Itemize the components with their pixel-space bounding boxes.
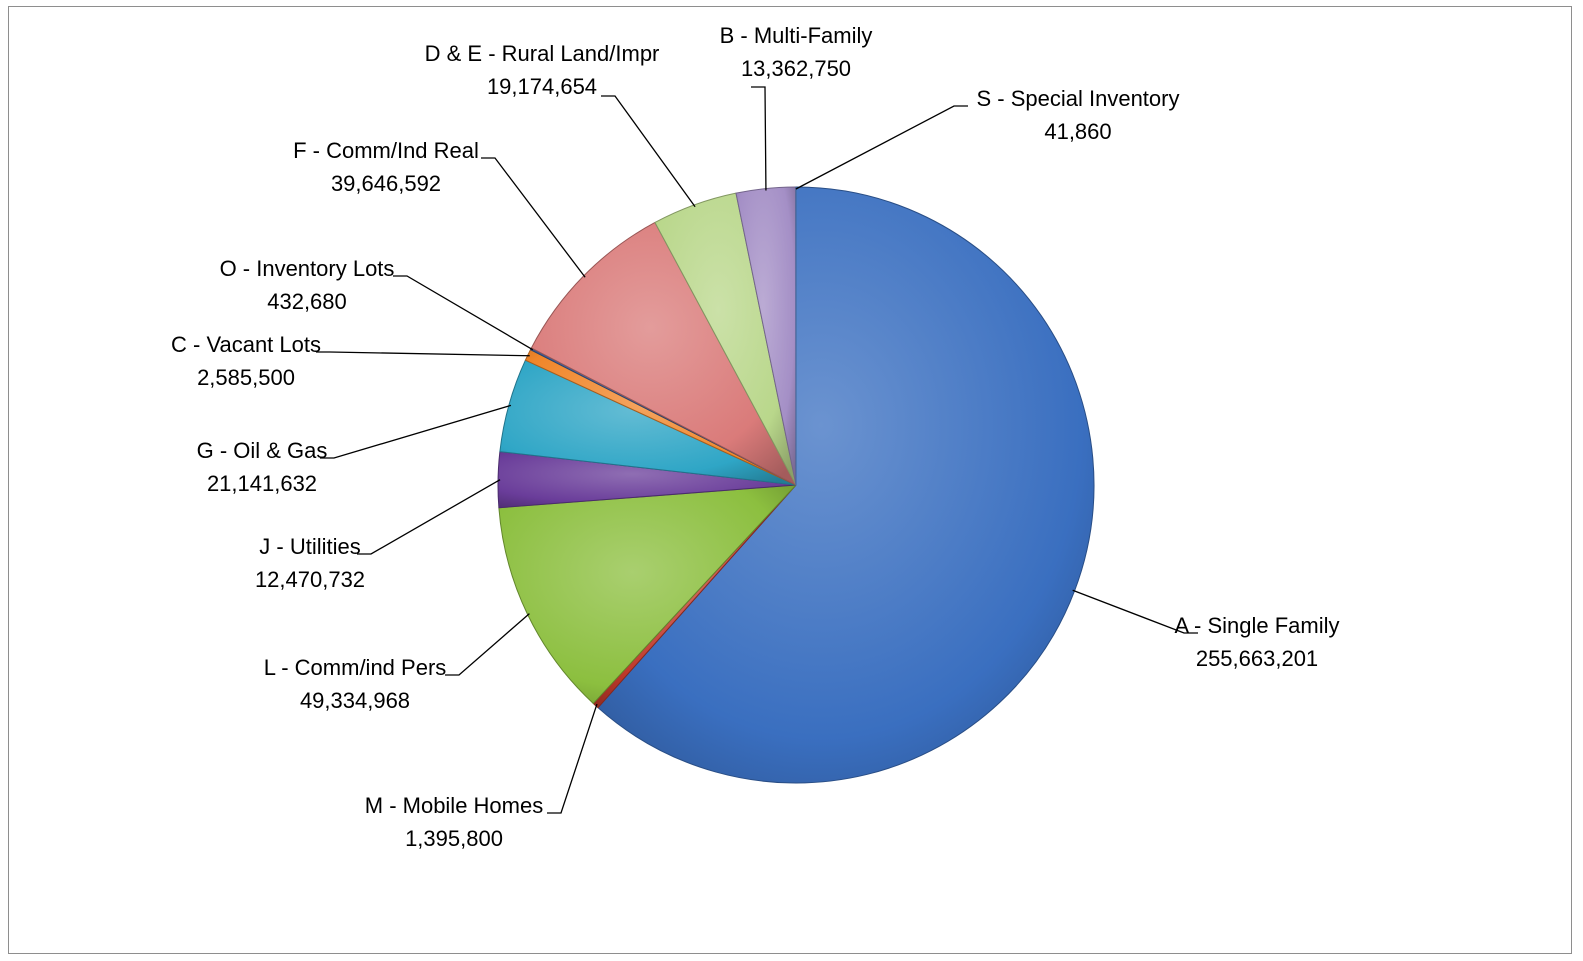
slice-value-label: 2,585,500 — [197, 365, 295, 390]
slice-category-label: L - Comm/ind Pers — [264, 655, 447, 680]
slice-category-label: G - Oil & Gas — [197, 438, 328, 463]
slice-category-label: S - Special Inventory — [977, 86, 1180, 111]
slice-category-label: A - Single Family — [1174, 613, 1339, 638]
slice-value-label: 13,362,750 — [741, 56, 851, 81]
leader-line-l-comm-ind-pers — [445, 613, 530, 676]
leader-line-a-single-family — [1072, 589, 1198, 634]
chart-frame: A - Single Family 255,663,201 M - Mobile H… — [8, 6, 1572, 954]
leader-line-j-utilities — [357, 479, 501, 555]
slice-labels: A - Single Family 255,663,201 M - Mobile H… — [171, 23, 1340, 851]
slice-value-label: 41,860 — [1044, 119, 1111, 144]
slice-value-label: 21,141,632 — [207, 471, 317, 496]
slice-category-label: C - Vacant Lots — [171, 332, 321, 357]
slice-category-label: J - Utilities — [259, 534, 360, 559]
slice-category-label: O - Inventory Lots — [220, 256, 395, 281]
leader-line-f-comm-ind-real — [481, 157, 586, 278]
slice-category-label: D & E - Rural Land/Impr — [425, 41, 660, 66]
pie-chart: A - Single Family 255,663,201 M - Mobile H… — [171, 23, 1340, 851]
slice-category-label: B - Multi-Family — [720, 23, 873, 48]
slice-value-label: 39,646,592 — [331, 171, 441, 196]
slice-category-label: F - Comm/Ind Real — [293, 138, 479, 163]
slice-value-label: 1,395,800 — [405, 826, 503, 851]
leader-line-c-vacant-lots — [316, 351, 530, 357]
leader-line-o-inventory-lots — [393, 275, 534, 351]
slice-value-label: 49,334,968 — [300, 688, 410, 713]
leader-lines — [316, 86, 1198, 814]
slice-value-label: 432,680 — [267, 289, 347, 314]
pie-slices — [497, 186, 1095, 784]
slice-value-label: 12,470,732 — [255, 567, 365, 592]
slice-value-label: 19,174,654 — [487, 74, 597, 99]
leader-line-b-multi-family — [751, 86, 767, 191]
leader-line-m-mobile-homes — [547, 703, 598, 814]
leader-line-d-e-rural-land-impr — [601, 95, 696, 208]
slice-category-label: M - Mobile Homes — [365, 793, 543, 818]
slice-value-label: 255,663,201 — [1196, 646, 1318, 671]
leader-line-s-special-inventory — [795, 105, 968, 190]
leader-line-g-oil-gas — [320, 404, 512, 459]
